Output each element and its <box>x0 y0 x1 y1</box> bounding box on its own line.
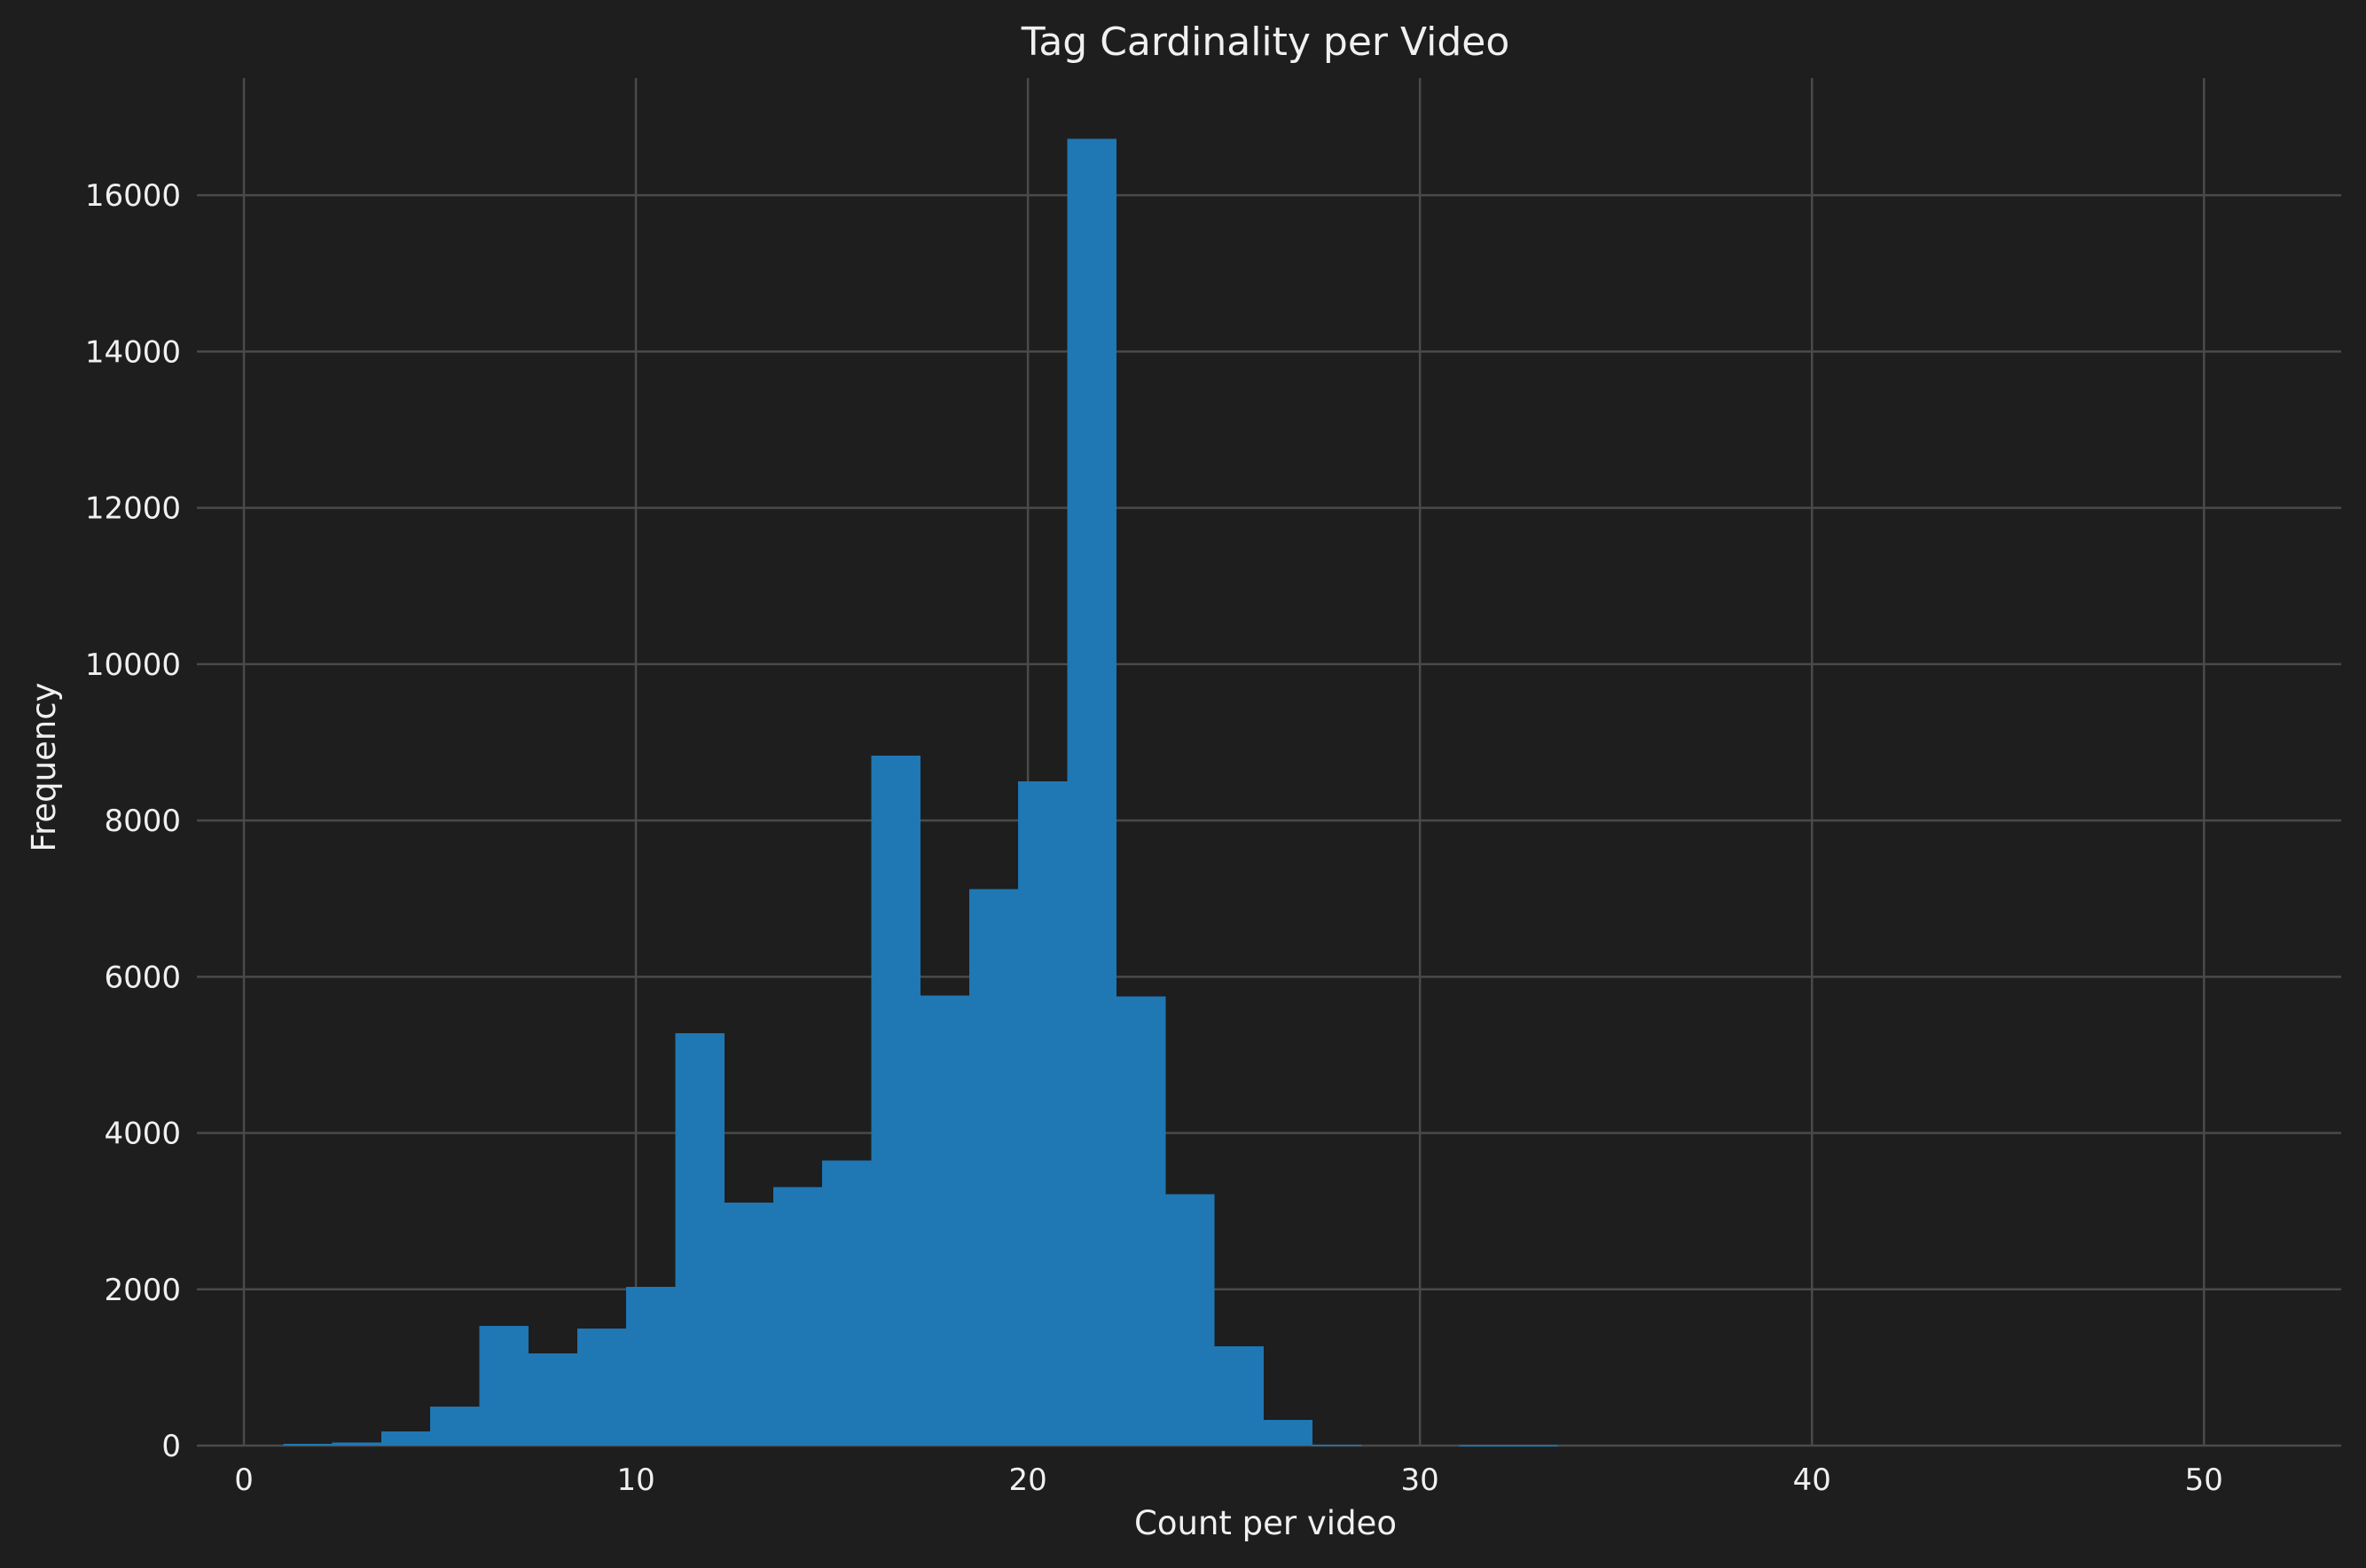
histogram-bar-13 <box>920 995 970 1446</box>
chart-title: Tag Cardinality per Video <box>1021 20 1510 65</box>
y-tick-label-8000: 8000 <box>104 804 181 839</box>
x-tick-label-40: 40 <box>1793 1462 1831 1498</box>
histogram-bar-24 <box>1459 1445 1509 1447</box>
y-tick-label-2000: 2000 <box>104 1273 181 1308</box>
histogram-bar-6 <box>576 1328 627 1446</box>
histogram-bar-10 <box>772 1187 823 1446</box>
tick-labels: 0 10 20 30 40 50 0 2000 4000 6000 8000 10000 12000 14… <box>85 178 2223 1498</box>
histogram-bar-14 <box>968 889 1019 1446</box>
x-tick-label-30: 30 <box>1401 1462 1439 1498</box>
histogram-bar-12 <box>871 755 921 1446</box>
histogram-bar-18 <box>1164 1194 1215 1446</box>
histogram-bar-9 <box>724 1202 774 1446</box>
y-tick-label-14000: 14000 <box>85 334 181 370</box>
histogram-bar-20 <box>1263 1419 1313 1446</box>
x-tick-label-0: 0 <box>234 1462 254 1498</box>
histogram-bar-3 <box>430 1406 480 1446</box>
histogram-bar-25 <box>1508 1445 1558 1447</box>
bars <box>283 138 1558 1447</box>
y-tick-label-16000: 16000 <box>85 178 181 214</box>
histogram-bar-11 <box>822 1160 872 1446</box>
histogram-bar-1 <box>332 1442 382 1446</box>
histogram-bar-21 <box>1312 1445 1362 1446</box>
y-axis-label: Frequency <box>25 682 63 851</box>
histogram-bar-15 <box>1018 781 1068 1446</box>
x-tick-label-10: 10 <box>616 1462 654 1498</box>
y-tick-label-12000: 12000 <box>85 491 181 527</box>
histogram-bar-5 <box>528 1353 578 1446</box>
y-tick-label-6000: 6000 <box>104 960 181 995</box>
grid <box>197 78 2341 1447</box>
histogram-bar-4 <box>479 1326 529 1446</box>
histogram-bar-0 <box>283 1444 333 1446</box>
x-tick-label-20: 20 <box>1009 1462 1047 1498</box>
histogram-bar-19 <box>1214 1346 1264 1446</box>
y-tick-label-10000: 10000 <box>85 647 181 683</box>
y-tick-label-4000: 4000 <box>104 1117 181 1152</box>
y-tick-label-0: 0 <box>161 1429 181 1464</box>
x-tick-label-50: 50 <box>2185 1462 2223 1498</box>
histogram-bar-8 <box>675 1032 725 1446</box>
histogram-bar-7 <box>626 1287 676 1446</box>
histogram-bar-16 <box>1067 138 1117 1446</box>
x-axis-label: Count per video <box>1134 1504 1397 1542</box>
histogram-bar-17 <box>1116 996 1166 1446</box>
histogram-bar-2 <box>380 1431 431 1446</box>
